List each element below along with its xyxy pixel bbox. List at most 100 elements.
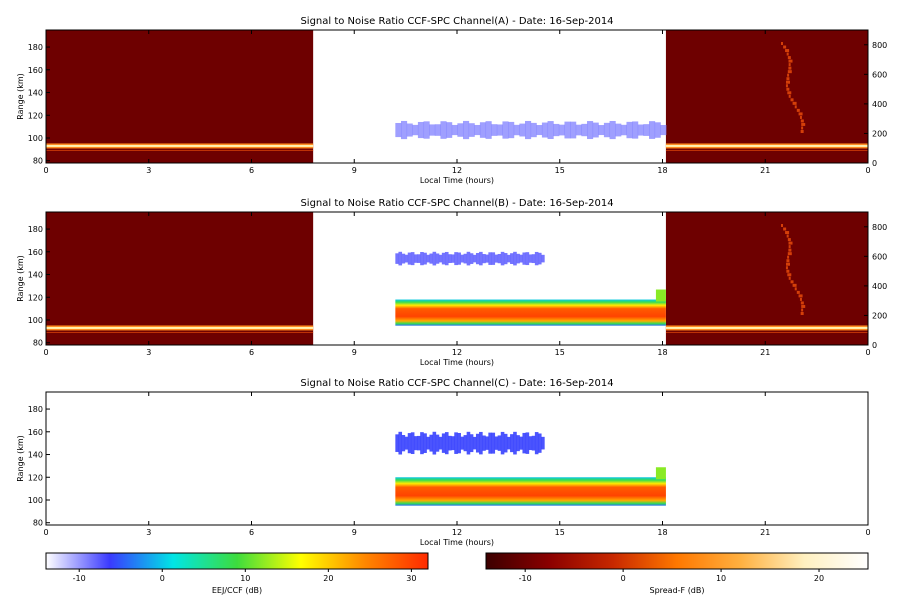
eej-echo-cell — [528, 254, 533, 263]
spread-f-plume — [786, 77, 790, 81]
y-tick-label: 140 — [28, 451, 43, 460]
eej-echo-cell — [649, 121, 656, 139]
spread-f-plume — [785, 84, 788, 88]
eej-echo-cell — [420, 432, 424, 455]
spread-f-plume — [801, 122, 806, 126]
x-axis-label: Local Time (hours) — [420, 176, 494, 185]
spread-f-plume — [800, 301, 804, 305]
x-tick-label: 15 — [555, 166, 565, 175]
eej-echo-cell — [494, 254, 499, 263]
eej-echo-cell — [626, 121, 633, 139]
spread-f-echo-lower — [46, 331, 314, 333]
eej-echo-cell — [475, 252, 480, 265]
eej-echo-cell — [502, 121, 509, 139]
x-tick-label: 0 — [865, 528, 870, 537]
colorbar-label: Spread-F (dB) — [649, 586, 704, 595]
y-tick-label: 180 — [28, 225, 43, 234]
x-tick-label: 15 — [555, 348, 565, 357]
eej-echo-cell — [426, 254, 430, 263]
spread-f-plume — [787, 73, 790, 77]
eej-echo-cell — [435, 253, 440, 264]
spread-f-plume — [796, 290, 800, 294]
x-tick-label: 0 — [865, 166, 870, 175]
spread-f-plume — [788, 276, 791, 280]
eej-echo-cell — [444, 251, 449, 266]
x-tick-label: 0 — [865, 348, 870, 357]
x-tick-label: 9 — [352, 528, 357, 537]
eej-echo-cell — [643, 124, 650, 136]
spread-f-plume — [799, 115, 802, 119]
eej-echo-cell — [474, 124, 481, 136]
spread-f-plume — [785, 266, 788, 270]
y2-tick-label: 0 — [872, 159, 877, 168]
eej-echo-cell — [406, 123, 413, 137]
spread-f-plume — [786, 234, 789, 238]
spread-f-panel — [665, 30, 868, 163]
eej-echo-cell — [417, 254, 421, 263]
spread-f-plume — [800, 312, 804, 315]
spread-f-echo-lower — [665, 331, 868, 333]
eej-echo-cell — [503, 253, 508, 265]
eej-echo-cell — [496, 124, 503, 136]
spread-f-plume — [796, 108, 800, 112]
colorbar-tick-label: 0 — [160, 574, 165, 583]
eej-echo-cell — [500, 431, 505, 455]
spread-f-plume — [800, 130, 804, 133]
spread-f-plume — [787, 255, 790, 259]
x-axis-label: Local Time (hours) — [420, 358, 494, 367]
spread-f-plume — [794, 105, 797, 109]
colorbar-tick-label: -10 — [519, 574, 532, 583]
eej-echo-cell — [485, 436, 489, 450]
eej-echo-cell — [413, 436, 418, 451]
eej-echo-cell — [404, 254, 409, 263]
eej-echo-cell — [553, 123, 560, 137]
eej-echo-cell — [482, 254, 486, 264]
spread-f-plume — [787, 238, 791, 242]
y2-tick-label: 0 — [872, 341, 877, 350]
y-axis-label: Range (km) — [16, 255, 25, 302]
eej-echo-cell — [541, 436, 545, 450]
eej-echo-cell — [472, 436, 477, 450]
panel-c: Signal to Noise Ratio CCF-SPC Channel(C)… — [16, 378, 871, 547]
eej-echo-cell — [537, 252, 542, 265]
spread-f-plume — [792, 101, 797, 105]
x-axis-label: Local Time (hours) — [420, 538, 494, 547]
eej-echo-cell — [660, 124, 667, 136]
spread-f-echo-core — [46, 144, 314, 147]
y-tick-label: 140 — [28, 89, 43, 98]
eej-echo-cell — [398, 431, 403, 455]
y-tick-label: 160 — [28, 66, 43, 75]
eej-echo-cell — [479, 251, 483, 266]
eej-echo-cell — [401, 253, 406, 264]
spread-f-plume — [788, 66, 792, 70]
eej-echo-cell — [615, 123, 622, 137]
colorbar-tick-label: 30 — [406, 574, 416, 583]
eej-echo-cell — [407, 433, 412, 454]
eej-echo-band — [395, 299, 666, 326]
y-tick-label: 100 — [28, 316, 43, 325]
eej-echo-cell — [423, 252, 427, 265]
spread-f-plume — [786, 259, 790, 263]
eej-echo-cell — [513, 124, 520, 136]
spread-f-plume — [786, 262, 791, 266]
eej-echo-cell — [541, 254, 545, 263]
y2-tick-label: 800 — [872, 41, 887, 50]
y-tick-label: 80 — [33, 519, 43, 528]
eej-echo-cell — [410, 432, 415, 455]
eej-echo-cell — [516, 253, 520, 264]
x-tick-label: 3 — [146, 348, 151, 357]
spread-f-plume — [801, 126, 804, 130]
eej-echo-cell — [460, 254, 465, 263]
eej-echo-cell — [466, 431, 471, 455]
eej-echo-cell — [519, 123, 526, 137]
colorbar-label: EEJ/CCF (dB) — [212, 586, 262, 595]
eej-echo-cell — [395, 122, 402, 138]
eej-echo-cell — [525, 252, 530, 266]
spread-f-plume — [788, 248, 792, 252]
y-tick-label: 120 — [28, 473, 43, 482]
eej-echo-cell — [491, 252, 496, 265]
panel-title: Signal to Noise Ratio CCF-SPC Channel(C)… — [300, 378, 613, 389]
eej-echo-cell — [446, 122, 453, 138]
eej-echo-cell — [417, 121, 425, 139]
